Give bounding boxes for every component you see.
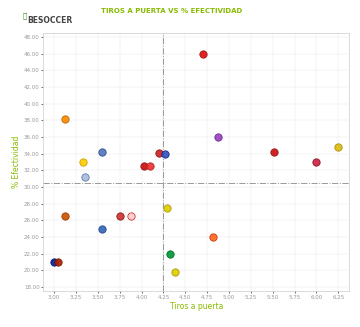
Point [80, 159, 86, 164]
Point [336, 144, 341, 149]
X-axis label: Tiros a puerta: Tiros a puerta [170, 302, 223, 311]
Point [141, 164, 147, 169]
Point [271, 149, 277, 154]
Text: BESOCCER: BESOCCER [27, 16, 72, 26]
Point [55, 259, 61, 265]
Point [51, 259, 57, 265]
Point [117, 214, 123, 219]
Text: B: B [12, 14, 17, 20]
Point [216, 134, 221, 140]
Point [63, 214, 68, 219]
Y-axis label: % Efectividad: % Efectividad [12, 136, 21, 188]
Point [172, 269, 178, 274]
Point [99, 149, 105, 154]
Text: ⚽: ⚽ [22, 12, 27, 19]
Point [210, 234, 216, 239]
Point [167, 251, 172, 256]
Text: TIROS A PUERTA VS % EFECTIVIDAD: TIROS A PUERTA VS % EFECTIVIDAD [101, 8, 242, 14]
Point [148, 164, 153, 169]
Point [314, 159, 319, 164]
Point [164, 205, 170, 210]
Point [99, 226, 105, 231]
Point [82, 174, 87, 180]
Point [156, 150, 162, 155]
Point [128, 214, 134, 219]
Point [200, 51, 206, 56]
Point [162, 151, 168, 156]
Point [62, 116, 67, 121]
